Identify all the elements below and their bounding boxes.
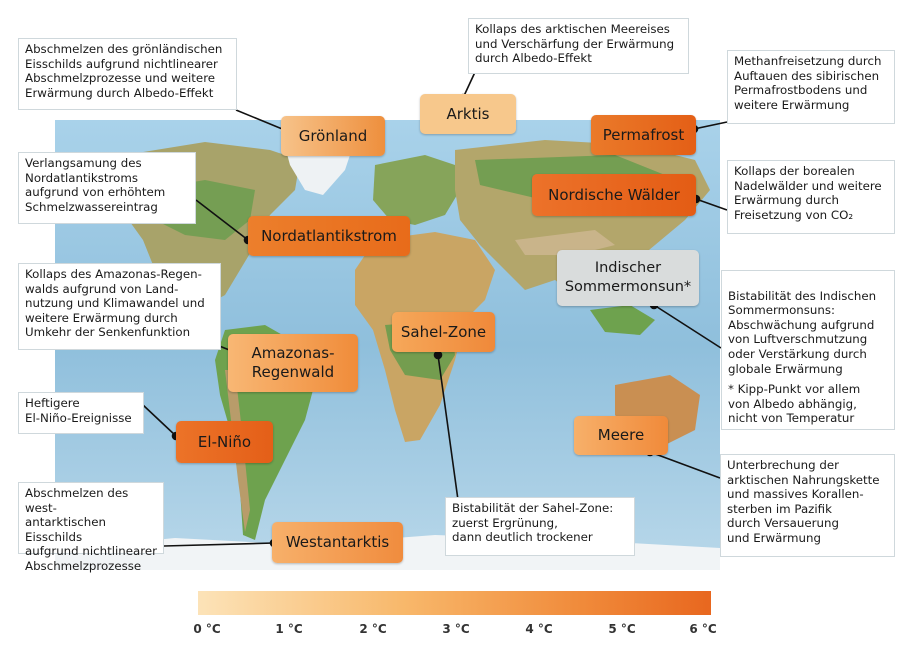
- desc-westantarctic: Abschmelzen des west- antarktischen Eiss…: [18, 482, 164, 573]
- desc-arctic: Kollaps des arktischen Meereises und Ver…: [468, 18, 689, 74]
- desc-amazon: Kollaps des Amazonas-Regen- walds aufgru…: [18, 263, 221, 350]
- desc-oceans: Unterbrechung der arktischen Nahrungsket…: [720, 454, 895, 557]
- landmass-southeast-asia: [590, 305, 655, 335]
- scale-tick: 0 °C: [193, 622, 221, 636]
- tag-greenland: Grönland: [281, 116, 385, 156]
- desc-greenland: Abschmelzen des grönländischen Eisschild…: [18, 38, 237, 110]
- tag-boreal: Nordische Wälder: [532, 174, 696, 216]
- tag-oceans: Meere: [574, 416, 668, 455]
- desc-sahel: Bistabilität der Sahel-Zone: zuerst Ergr…: [445, 497, 635, 556]
- tag-amazon: Amazonas- Regenwald: [228, 334, 358, 392]
- desc-monsoon: Bistabilität des Indischen Sommermonsuns…: [721, 270, 895, 430]
- himalaya: [515, 230, 615, 255]
- landmass-europe: [373, 155, 460, 225]
- tag-arctic: Arktis: [420, 94, 516, 134]
- tag-monsoon: Indischer Sommermonsun*: [557, 250, 699, 306]
- desc-elnino: Heftigere El-Niño-Ereignisse: [18, 392, 144, 434]
- desc-atlantic: Verlangsamung des Nordatlantikstroms auf…: [18, 152, 196, 224]
- scale-tick: 5 °C: [608, 622, 636, 636]
- scale-tick: 4 °C: [525, 622, 553, 636]
- desc-boreal: Kollaps der borealen Nadelwälder und wei…: [727, 160, 895, 234]
- scale-tick: 3 °C: [442, 622, 470, 636]
- tag-westantarctic: Westantarktis: [272, 522, 403, 563]
- tag-permafrost: Permafrost: [591, 115, 696, 155]
- scale-tick: 2 °C: [359, 622, 387, 636]
- desc-monsoon-note: * Kipp-Punkt vor allem von Albedo abhäng…: [728, 382, 861, 426]
- desc-permafrost: Methanfreisetzung durch Auftauen des sib…: [727, 50, 895, 124]
- scale-tick: 1 °C: [275, 622, 303, 636]
- desc-monsoon-text: Bistabilität des Indischen Sommermonsuns…: [728, 288, 877, 376]
- tag-atlantic: Nordatlantikstrom: [248, 216, 410, 256]
- tag-sahel: Sahel-Zone: [392, 312, 495, 352]
- scale-tick: 6 °C: [689, 622, 717, 636]
- tag-elnino: El-Niño: [176, 421, 273, 463]
- temperature-scale-bar: [198, 591, 711, 615]
